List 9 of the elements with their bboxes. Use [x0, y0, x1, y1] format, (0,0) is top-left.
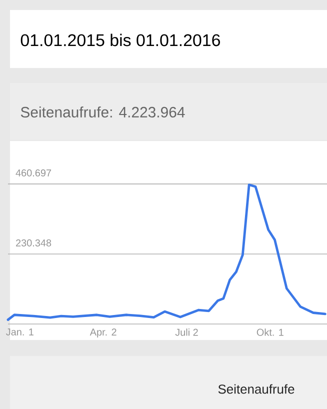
text: Seitenaufrufe	[218, 384, 294, 394]
x-tick-label: Okt. 1	[256, 328, 284, 336]
y-tick-label: 460.697	[16, 169, 51, 176]
y-tick-label: 230.348	[16, 239, 51, 246]
x-tick-label: Juli 2	[175, 328, 198, 336]
chart-title: Seitenaufrufe: 4.223.964	[20, 106, 185, 118]
x-tick-label: Apr. 2	[90, 328, 116, 338]
x-tick-label: Jan. 1	[6, 328, 34, 336]
text: 01.01.2015 bis 01.01.2016	[20, 34, 220, 46]
